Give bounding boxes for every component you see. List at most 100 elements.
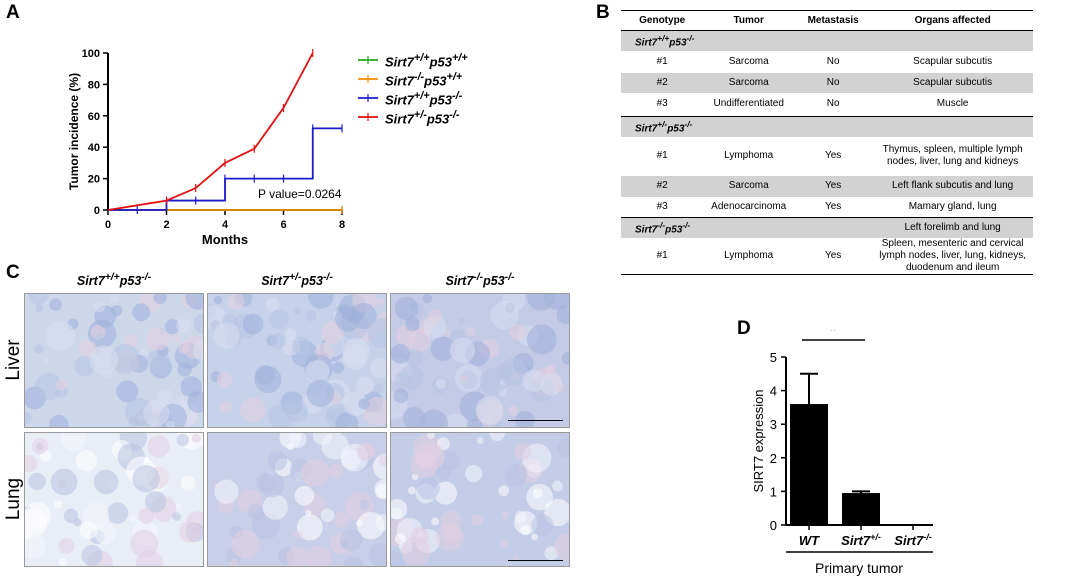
tissue-blob <box>417 476 440 500</box>
tissue-blob <box>508 324 526 341</box>
tissue-blob <box>296 514 323 541</box>
tissue-blob <box>440 510 461 531</box>
tissue-blob <box>407 486 416 495</box>
tissue-blob <box>342 344 368 370</box>
tissue-blob <box>443 413 468 427</box>
tissue-blob <box>227 294 245 310</box>
histology-row-label: Liver <box>3 338 24 381</box>
tissue-blob <box>179 520 201 543</box>
tissue-blob <box>435 378 447 389</box>
tissue-blob <box>471 513 484 527</box>
table-header-cell: Organs affected <box>872 10 1033 31</box>
tissue-blob <box>214 479 239 504</box>
scale-bar-liver <box>508 420 563 421</box>
tissue-blob <box>50 468 78 496</box>
p-value-annotation: P value=0.0264 <box>258 187 342 201</box>
tissue-blob <box>500 539 510 548</box>
legend-label-3: Sirt7+/-p53-/- <box>385 109 460 126</box>
tissue-blob <box>306 561 315 566</box>
tissue-blob <box>427 433 435 439</box>
tissue-blob <box>359 499 370 510</box>
micrograph-lung-3 <box>390 432 570 567</box>
tissue-blob <box>435 522 465 552</box>
table-group-row: Sirt7+/-p53-/- <box>621 115 1033 137</box>
tissue-blob <box>335 306 361 332</box>
tissue-blob <box>476 437 484 445</box>
micrograph-lung-1 <box>24 432 204 567</box>
x-tick-label: 0 <box>105 219 111 231</box>
table-group-row: Sirt7-/-p53-/- Left forelimb and lung <box>621 217 1033 238</box>
tissue-blob <box>368 542 386 566</box>
metastasis: No <box>794 73 873 93</box>
metastasis: Yes <box>794 238 873 275</box>
table-header-row: Genotype Tumor Metastasis Organs affected <box>621 10 1033 31</box>
tissue-blob <box>49 298 62 311</box>
tissue-blob <box>81 544 103 566</box>
tissue-blob <box>436 465 452 481</box>
tissue-blob <box>466 326 477 337</box>
tissue-blob <box>89 345 119 375</box>
case-id: #1 <box>656 56 668 67</box>
tumor-table: Genotype Tumor Metastasis Organs affected S… <box>621 10 1033 275</box>
tissue-blob <box>375 297 384 306</box>
tissue-blob <box>147 435 170 458</box>
tissue-blob <box>25 411 32 425</box>
micrograph-texture <box>25 294 203 427</box>
tissue-blob <box>343 556 364 566</box>
x-axis-label: Primary tumor <box>815 560 903 576</box>
bar-1 <box>842 493 880 525</box>
tissue-blob <box>229 558 239 566</box>
case-id: #1 <box>621 238 704 275</box>
significance-marker: * <box>829 330 836 341</box>
tissue-blob <box>427 308 443 324</box>
tissue-blob <box>449 337 476 363</box>
tissue-blob <box>391 499 408 520</box>
tissue-blob <box>32 437 49 455</box>
organs-affected: Spleen, mesenteric and cervical lymph no… <box>872 238 1033 275</box>
tissue-blob <box>262 494 289 520</box>
tissue-blob <box>499 357 528 387</box>
tissue-blob <box>132 303 151 322</box>
histology-column-label: Sirt7-/-p53-/- <box>445 272 515 289</box>
tissue-blob <box>267 450 288 471</box>
panel-letter-d: D <box>737 318 751 339</box>
tissue-blob <box>301 458 329 487</box>
histology-row-label: Lung <box>3 477 24 520</box>
scale-bar-lung <box>508 560 563 561</box>
tissue-blob <box>54 500 63 509</box>
tissue-blob <box>556 305 569 324</box>
tumor-type: Lymphoma <box>703 238 795 275</box>
tissue-blob <box>554 533 569 561</box>
table-header-cell: Tumor <box>703 10 795 31</box>
group-genotype-label: Sirt7-/-p53-/- <box>621 217 873 238</box>
tissue-blob <box>254 366 282 394</box>
metastasis: Yes <box>824 150 842 161</box>
y-tick-label: 40 <box>88 142 100 154</box>
tissue-blob <box>93 469 119 495</box>
panel-letter-a: A <box>6 2 20 23</box>
tissue-blob <box>25 499 29 508</box>
tissue-blob <box>175 502 182 509</box>
tissue-blob <box>339 528 363 552</box>
tissue-blob <box>321 433 349 460</box>
tissue-blob <box>130 529 159 558</box>
table-row: #1 Lymphoma Yes Spleen, mesenteric and cerv… <box>621 238 1033 275</box>
table-row: #1 Sarcoma No Scapular subcutis <box>621 51 1033 73</box>
tissue-blob <box>265 297 280 312</box>
legend-label-0: Sirt7+/+p53+/+ <box>385 52 468 69</box>
tumor-type: Undifferentiated <box>713 98 784 110</box>
tissue-blob <box>216 371 233 388</box>
tissue-blob <box>191 433 201 443</box>
category-label-0: WT <box>799 533 820 548</box>
organs-affected: Muscle <box>936 98 969 110</box>
tissue-blob <box>165 420 176 427</box>
tissue-blob <box>460 375 468 383</box>
organs-affected: Left flank subcutis and lung <box>872 175 1033 197</box>
tumor-incidence-chart: 0 20 40 60 80 100 0 2 4 6 8 Months Tumor incidence (… <box>67 48 468 247</box>
tissue-blob <box>393 388 409 404</box>
tissue-blob <box>213 322 240 349</box>
micrograph-texture <box>25 433 203 566</box>
micrograph-texture <box>208 433 386 566</box>
tissue-blob <box>391 550 405 566</box>
tissue-blob <box>356 519 363 527</box>
